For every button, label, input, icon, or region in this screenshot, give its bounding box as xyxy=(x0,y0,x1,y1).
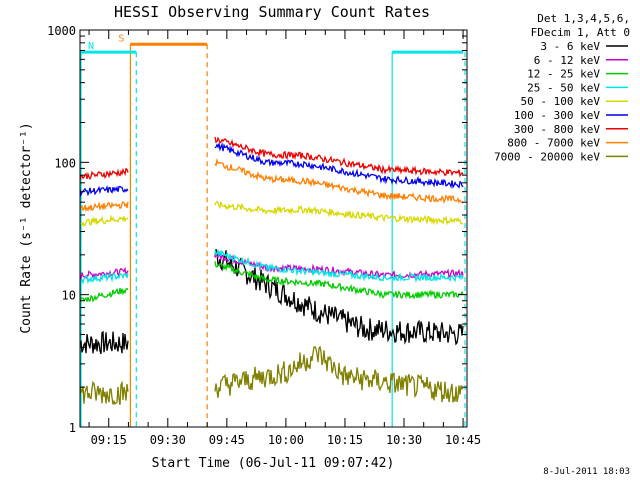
legend-entry-label: 25 - 50 keV xyxy=(527,81,600,94)
y-tick-label: 1000 xyxy=(47,24,76,38)
legend-entry-label: 300 - 800 keV xyxy=(514,123,600,136)
annotation-n-flag: N xyxy=(80,41,137,427)
legend-entry-label: 7000 - 20000 keV xyxy=(494,150,600,163)
y-axis: 1 10 100 1000 xyxy=(47,24,467,435)
plot-area: SN xyxy=(79,33,466,427)
annotation-n-end-flag xyxy=(391,50,466,427)
x-axis: 09:15 09:30 09:45 10:00 10:15 10:30 10:45 xyxy=(88,30,481,447)
x-axis-label: Start Time (06-Jul-11 09:07:42) xyxy=(152,456,395,471)
series-5-line xyxy=(79,142,464,197)
annotation-label-s: S xyxy=(118,33,124,44)
x-tick-label: 09:45 xyxy=(209,433,245,447)
x-tick-label: 10:30 xyxy=(386,433,422,447)
legend-entry-label: 50 - 100 keV xyxy=(521,95,601,108)
plot-frame xyxy=(79,29,468,428)
legend-header-line-1: Det 1,3,4,5,6, xyxy=(537,12,630,25)
x-tick-label: 10:00 xyxy=(268,433,304,447)
series-2-line xyxy=(79,261,464,304)
annotation-label-n: N xyxy=(88,41,94,52)
series-3-line xyxy=(79,248,464,285)
x-tick-label: 10:15 xyxy=(327,433,363,447)
y-axis-label: Count Rate (s⁻¹ detector⁻¹) xyxy=(19,122,34,333)
footer-timestamp: 8-Jul-2011 18:03 xyxy=(543,467,630,477)
y-tick-label: 10 xyxy=(62,289,76,303)
series-4-line xyxy=(79,200,464,227)
y-tick-label: 100 xyxy=(54,156,76,170)
legend-entry-label: 6 - 12 keV xyxy=(534,54,601,67)
legend-entry-label: 100 - 300 keV xyxy=(514,109,600,122)
x-tick-label: 09:30 xyxy=(150,433,186,447)
x-tick-label: 09:15 xyxy=(91,433,127,447)
series-7-line xyxy=(79,157,464,213)
legend-entry-label: 12 - 25 keV xyxy=(527,68,600,81)
y-tick-label: 1 xyxy=(69,421,76,435)
series-0-line xyxy=(79,249,464,355)
x-tick-label: 10:45 xyxy=(445,433,481,447)
legend-entry-label: 800 - 7000 keV xyxy=(507,137,600,150)
legend-header-line-2: FDecim 1, Att 0 xyxy=(531,26,630,39)
legend: Det 1,3,4,5,6, FDecim 1, Att 0 3 - 6 keV… xyxy=(494,12,630,163)
annotation-s-flag: S xyxy=(118,33,208,427)
series-8-line xyxy=(79,345,464,406)
chart-title: HESSI Observing Summary Count Rates xyxy=(114,3,430,21)
legend-entry-label: 3 - 6 keV xyxy=(540,40,600,53)
series-6-line xyxy=(79,136,464,181)
